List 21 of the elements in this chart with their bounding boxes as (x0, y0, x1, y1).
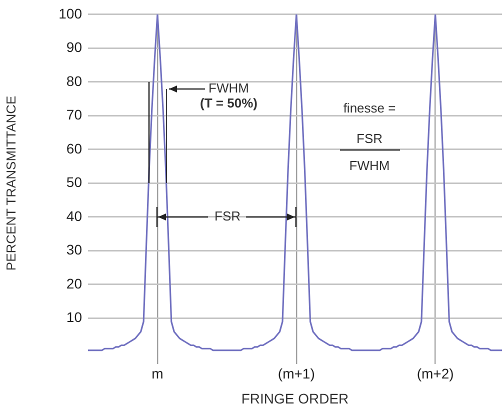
y-tick-label: 20 (66, 275, 82, 292)
annotation: FSR (214, 208, 241, 224)
y-tick-label: 30 (66, 242, 82, 258)
y-tick-label: 70 (66, 106, 82, 123)
annotation: FSR (356, 130, 383, 146)
y-tick-label: 60 (66, 140, 82, 156)
y-tick-label: 80 (66, 72, 82, 89)
y-tick-label: 10 (66, 309, 82, 326)
annotation: FWHM (208, 80, 249, 96)
x-axis-title: FRINGE ORDER (241, 390, 349, 406)
y-tick-label: 40 (66, 208, 82, 224)
x-tick-label: (m+2) (416, 365, 454, 382)
x-tick-label: m (152, 365, 164, 382)
x-tick-label: (m+1) (278, 365, 315, 382)
annotation: FWHM (349, 158, 390, 173)
y-tick-label: 100 (58, 5, 82, 22)
y-tick-label: 90 (66, 39, 82, 56)
y-axis-title: PERCENT TRANSMITTANCE (3, 95, 18, 271)
annotation: finesse = (343, 100, 396, 116)
annotation: (T = 50%) (200, 95, 258, 110)
y-tick-label: 50 (66, 174, 82, 190)
